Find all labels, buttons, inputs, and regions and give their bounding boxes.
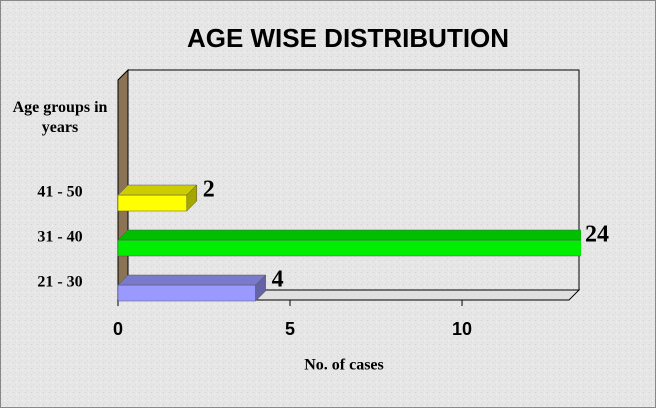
back-wall xyxy=(128,69,580,290)
bars xyxy=(117,184,581,302)
bar-top xyxy=(117,229,581,241)
bar-end xyxy=(186,184,198,212)
y-tick-label: 41 - 50 xyxy=(37,184,82,201)
bar-top xyxy=(117,274,267,286)
x-tick-label: 5 xyxy=(285,319,295,339)
bar xyxy=(117,284,256,302)
value-label: 2 xyxy=(203,177,215,203)
y-tick-label: 31 - 40 xyxy=(37,229,82,246)
bar-top xyxy=(117,184,198,196)
y-axis-title-box: Age groups in years xyxy=(12,99,108,136)
value-label: 24 xyxy=(585,222,609,248)
bar xyxy=(117,239,581,257)
left-wall xyxy=(117,68,129,302)
value-label: 4 xyxy=(272,267,284,293)
y-tick-label: 21 - 30 xyxy=(37,274,82,291)
bar xyxy=(117,194,188,212)
chart-title: AGE WISE DISTRIBUTION xyxy=(187,23,509,53)
x-tick-label: 10 xyxy=(452,319,472,339)
bar-end xyxy=(255,274,266,302)
y-axis-title: Age groups in years xyxy=(12,99,108,136)
x-axis-title: No. of cases xyxy=(304,357,384,374)
x-tick-label: 0 xyxy=(113,319,123,339)
